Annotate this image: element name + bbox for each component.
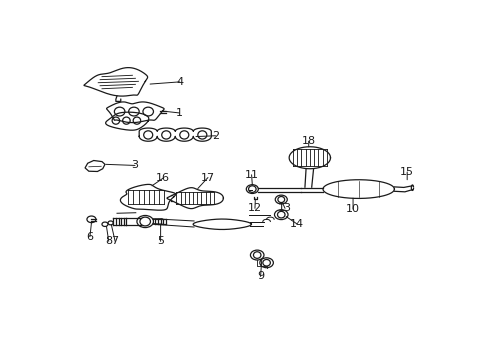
Text: 17: 17 [200,172,214,182]
Text: 9: 9 [257,271,264,282]
Text: 5: 5 [157,236,164,246]
Text: 13: 13 [277,203,291,213]
Text: 16: 16 [156,173,170,183]
Text: 4: 4 [176,77,183,87]
Text: 8: 8 [105,236,112,246]
Text: 14: 14 [289,219,303,229]
Text: 3: 3 [131,160,138,170]
Text: 12: 12 [247,203,261,213]
Text: 10: 10 [346,204,359,214]
Text: 18: 18 [301,136,315,146]
Text: 1: 1 [176,108,182,118]
Text: 15: 15 [399,167,413,177]
Text: 6: 6 [86,232,93,242]
Text: 11: 11 [244,170,258,180]
Text: 2: 2 [212,131,219,141]
Text: 7: 7 [111,236,119,246]
